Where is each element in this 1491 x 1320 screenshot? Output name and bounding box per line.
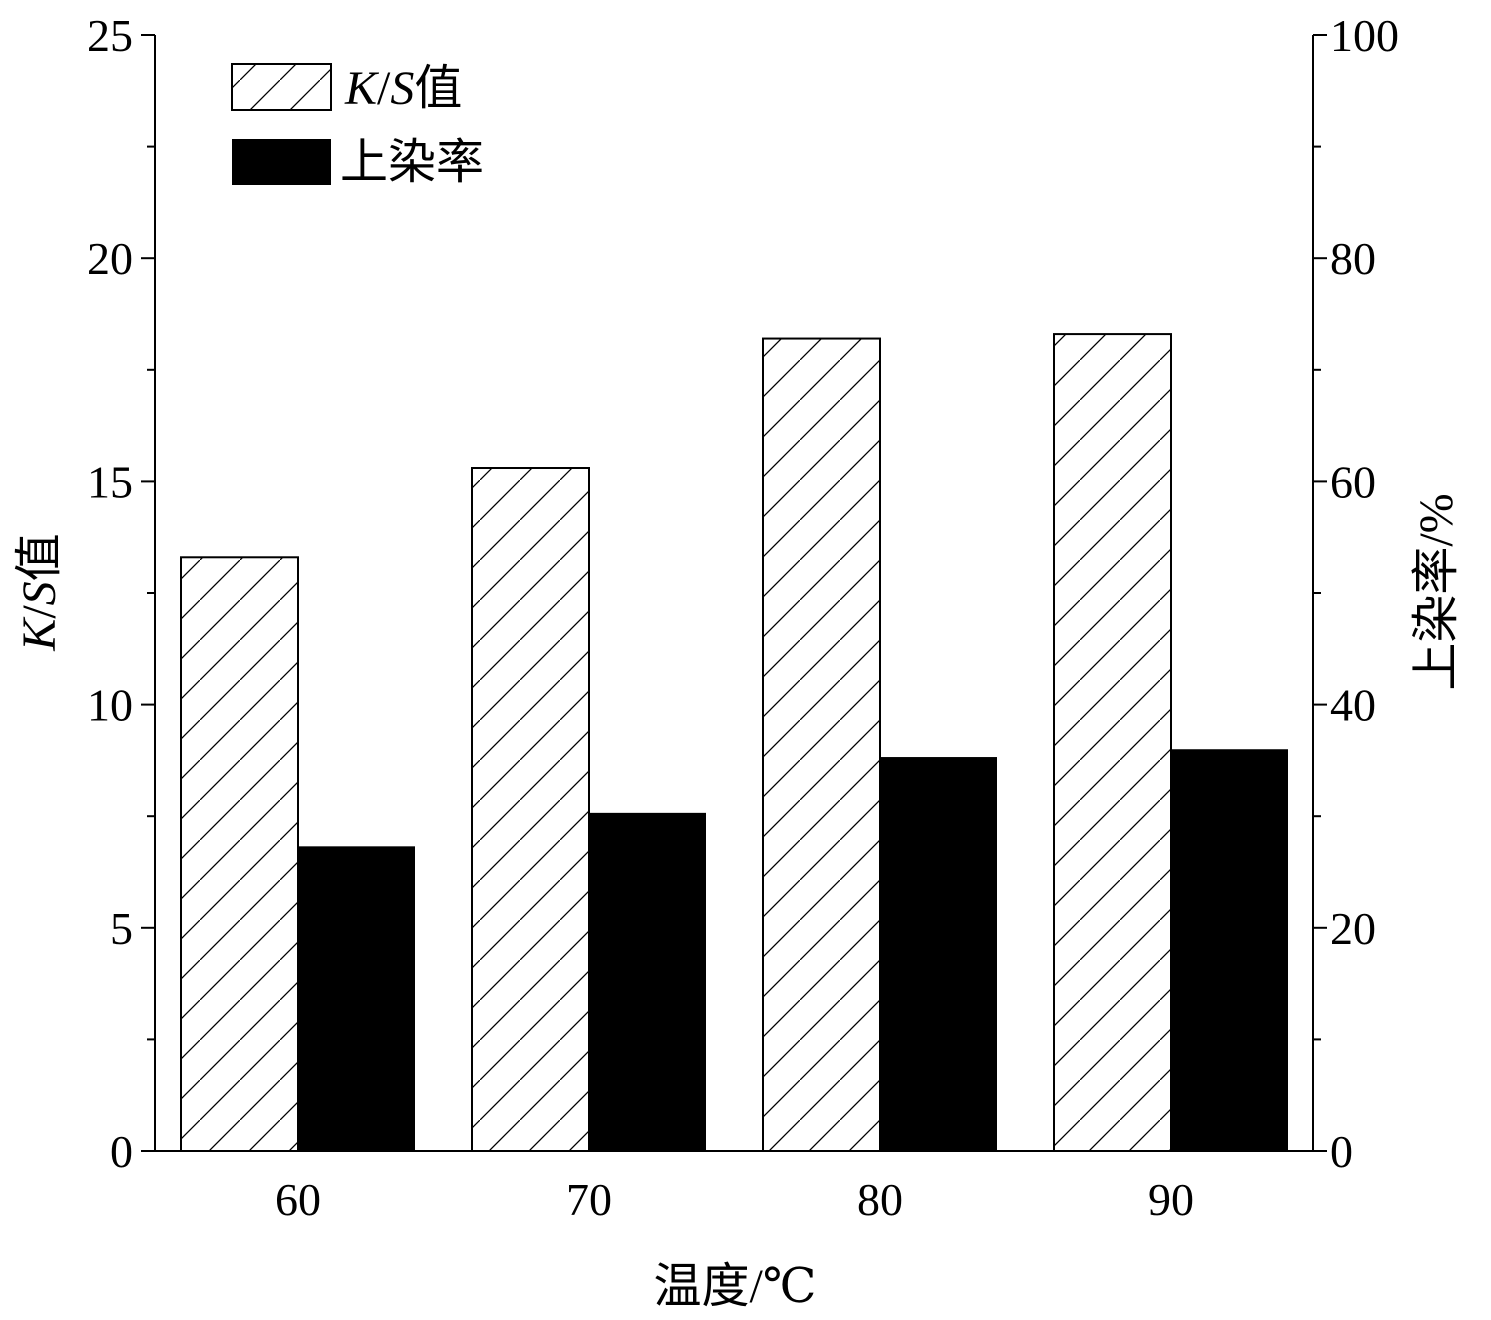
x-tick-label-90: 90: [1148, 1174, 1194, 1225]
y-left-tick-label-0: 0: [110, 1126, 133, 1177]
y-left-tick-label-5: 5: [110, 903, 133, 954]
bar-ks-90: [1053, 333, 1172, 1152]
bar-uptake-70: [589, 812, 706, 1151]
ticks-group: 60 70 80 90 0 5 10 15 20 25 0 20 40 60 80 100: [87, 10, 1399, 1225]
legend-label-uptake: 上染率: [340, 136, 484, 189]
y-left-tick-label-25: 25: [87, 10, 133, 61]
y-axis-left-title-s: S: [13, 581, 66, 605]
y-axis-left-title-slash: /: [13, 605, 66, 619]
y-left-tick-label-15: 15: [87, 456, 133, 507]
bar-uptake-60: [298, 846, 415, 1151]
legend-swatch-uptake: [232, 139, 331, 185]
legend-swatch-ks: [231, 63, 332, 111]
y-right-tick-label-0: 0: [1330, 1126, 1353, 1177]
bar-ks-60: [180, 556, 299, 1152]
bar-uptake-90: [1171, 749, 1288, 1151]
y-right-tick-label-60: 60: [1330, 456, 1376, 507]
x-tick-label-70: 70: [566, 1174, 612, 1225]
bars-group: [180, 333, 1288, 1152]
y-axis-left-title-k: K: [13, 616, 66, 652]
y-left-tick-label-20: 20: [87, 233, 133, 284]
legend: K/S值 上染率: [231, 62, 484, 189]
legend-label-ks: K/S值: [344, 62, 462, 115]
bar-ks-70: [471, 467, 590, 1152]
bar-uptake-80: [880, 757, 997, 1151]
y-right-tick-label-20: 20: [1330, 903, 1376, 954]
legend-label-ks-slash: /: [377, 62, 391, 115]
y-right-tick-label-100: 100: [1330, 10, 1399, 61]
y-axis-left-title: K/S值: [13, 533, 66, 651]
x-axis-title: 温度/℃: [653, 1260, 816, 1313]
y-axis-right-title: 上染率/%: [1410, 493, 1463, 690]
legend-label-ks-s: S: [390, 62, 414, 115]
y-right-tick-label-80: 80: [1330, 233, 1376, 284]
y-left-tick-label-10: 10: [87, 680, 133, 731]
y-right-tick-label-40: 40: [1330, 680, 1376, 731]
bar-ks-80: [762, 337, 881, 1152]
x-tick-label-60: 60: [275, 1174, 321, 1225]
x-tick-label-80: 80: [857, 1174, 903, 1225]
legend-label-ks-k: K: [344, 62, 380, 115]
y-axis-left-title-suffix: 值: [13, 533, 66, 581]
legend-label-ks-suffix: 值: [414, 62, 462, 115]
